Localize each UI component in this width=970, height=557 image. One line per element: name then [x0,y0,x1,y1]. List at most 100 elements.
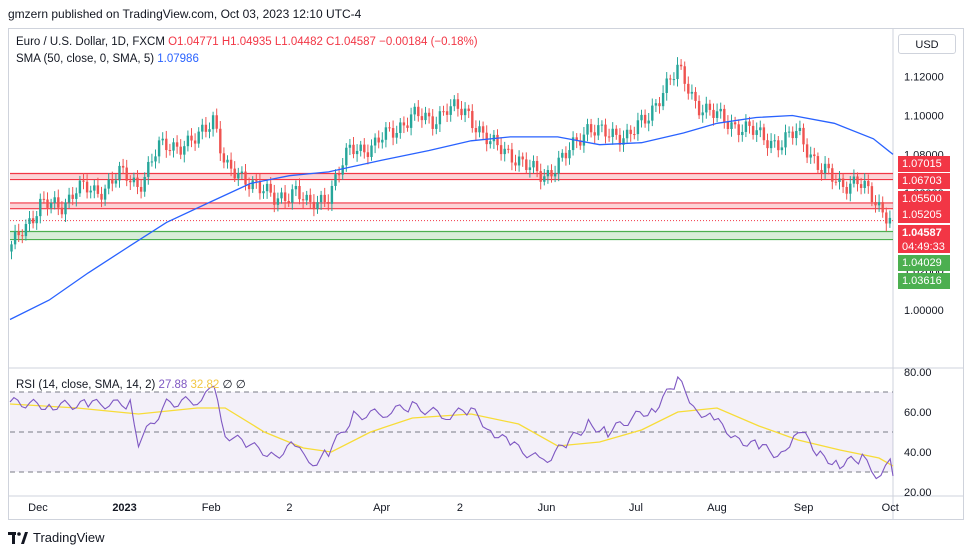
candle-body [737,124,740,136]
candle-body [82,180,85,182]
brand-name: TradingView [33,530,105,545]
candle-body [784,132,787,148]
candle-body [841,178,845,187]
candle-body [273,192,276,205]
candle-body [755,130,758,135]
candle-body [780,147,784,151]
candle-body [276,198,280,205]
candle-body [431,116,434,129]
level-tag-4: 1.05205 [898,207,950,223]
candle-body [633,134,636,136]
candle-body [114,180,118,184]
candle-body [373,137,377,146]
candle-body [118,165,121,181]
candle-body [769,140,773,149]
candle-body [265,183,269,192]
candle-body [359,144,362,151]
candle-body [60,207,64,215]
candle-body [161,138,164,141]
candle-body [877,202,881,206]
candle-body [856,176,859,185]
candle-body [183,146,186,155]
candle-body [337,174,341,176]
level-tag-3: 1.05500 [898,191,950,207]
time-tick-label: Apr [373,502,390,514]
candle-body [719,108,722,112]
published-caption: gmzern published on TradingView.com, Oct… [8,7,362,21]
candle-body [201,124,204,132]
candle-body [654,103,658,106]
candle-body [510,149,514,163]
candle-body [154,156,157,162]
candle-body [539,171,542,182]
candle-body [413,106,416,115]
candle-body [564,152,568,159]
candle-body [715,111,719,118]
candle-body [352,144,355,155]
candle-body [586,124,589,135]
candle-body [777,140,780,151]
candle-body [75,193,78,199]
candle-body [143,176,146,192]
candle-body [838,178,841,182]
candle-body [499,145,503,155]
candle-body [78,180,82,194]
candle-body [751,125,755,135]
candle-body [233,168,236,179]
candle-body [226,159,229,163]
candle-body [71,194,74,199]
candle-body [319,194,323,203]
candle-body [723,108,726,123]
candle-body [463,108,467,116]
candle-body [834,181,838,183]
candle-body [305,194,308,201]
candle-body [561,152,564,158]
candle-body [741,131,744,136]
candle-body [255,180,258,182]
candle-body [730,122,733,129]
candle-body [870,186,874,203]
candle-body [600,124,604,126]
sma-value: 1.07986 [157,53,199,65]
candle-body [100,193,103,200]
candle-body [107,179,110,189]
candle-body [139,186,143,192]
candle-body [514,162,517,166]
candle-body [294,185,298,190]
rsi-value: 27.88 [158,379,188,391]
candle-body [571,137,575,151]
candle-body [157,140,161,157]
candle-body [809,154,812,158]
last-price-value: 1.04587 [902,227,942,239]
candle-body [589,124,593,133]
candle-body [17,231,20,236]
candle-body [197,131,200,144]
candle-body [10,244,13,252]
candle-body [291,189,294,203]
candle-body [881,202,884,213]
candle-body [762,127,766,141]
candle-body [525,159,528,170]
candle-body [309,194,312,202]
candle-body [35,216,38,224]
currency-button[interactable]: USD [898,34,956,54]
candle-body [258,181,262,194]
candle-body [129,180,132,183]
candle-body [712,109,715,118]
candle-body [485,132,488,145]
candle-body [683,66,686,84]
candle-body [503,148,506,155]
time-tick-label: Jul [629,502,643,514]
candle-body [168,150,172,152]
candle-body [280,192,283,199]
footer-brand[interactable]: TradingView [8,530,105,545]
tradingview-logo-icon [8,531,28,544]
support-zone [10,231,893,240]
ohlc-values: O1.04771 H1.04935 L1.04482 C1.04587 −0.0… [168,36,478,48]
candle-body [247,184,251,190]
time-tick-label: Jun [538,502,556,514]
candle-body [420,116,424,121]
candle-body [658,103,661,107]
candle-body [874,202,877,206]
